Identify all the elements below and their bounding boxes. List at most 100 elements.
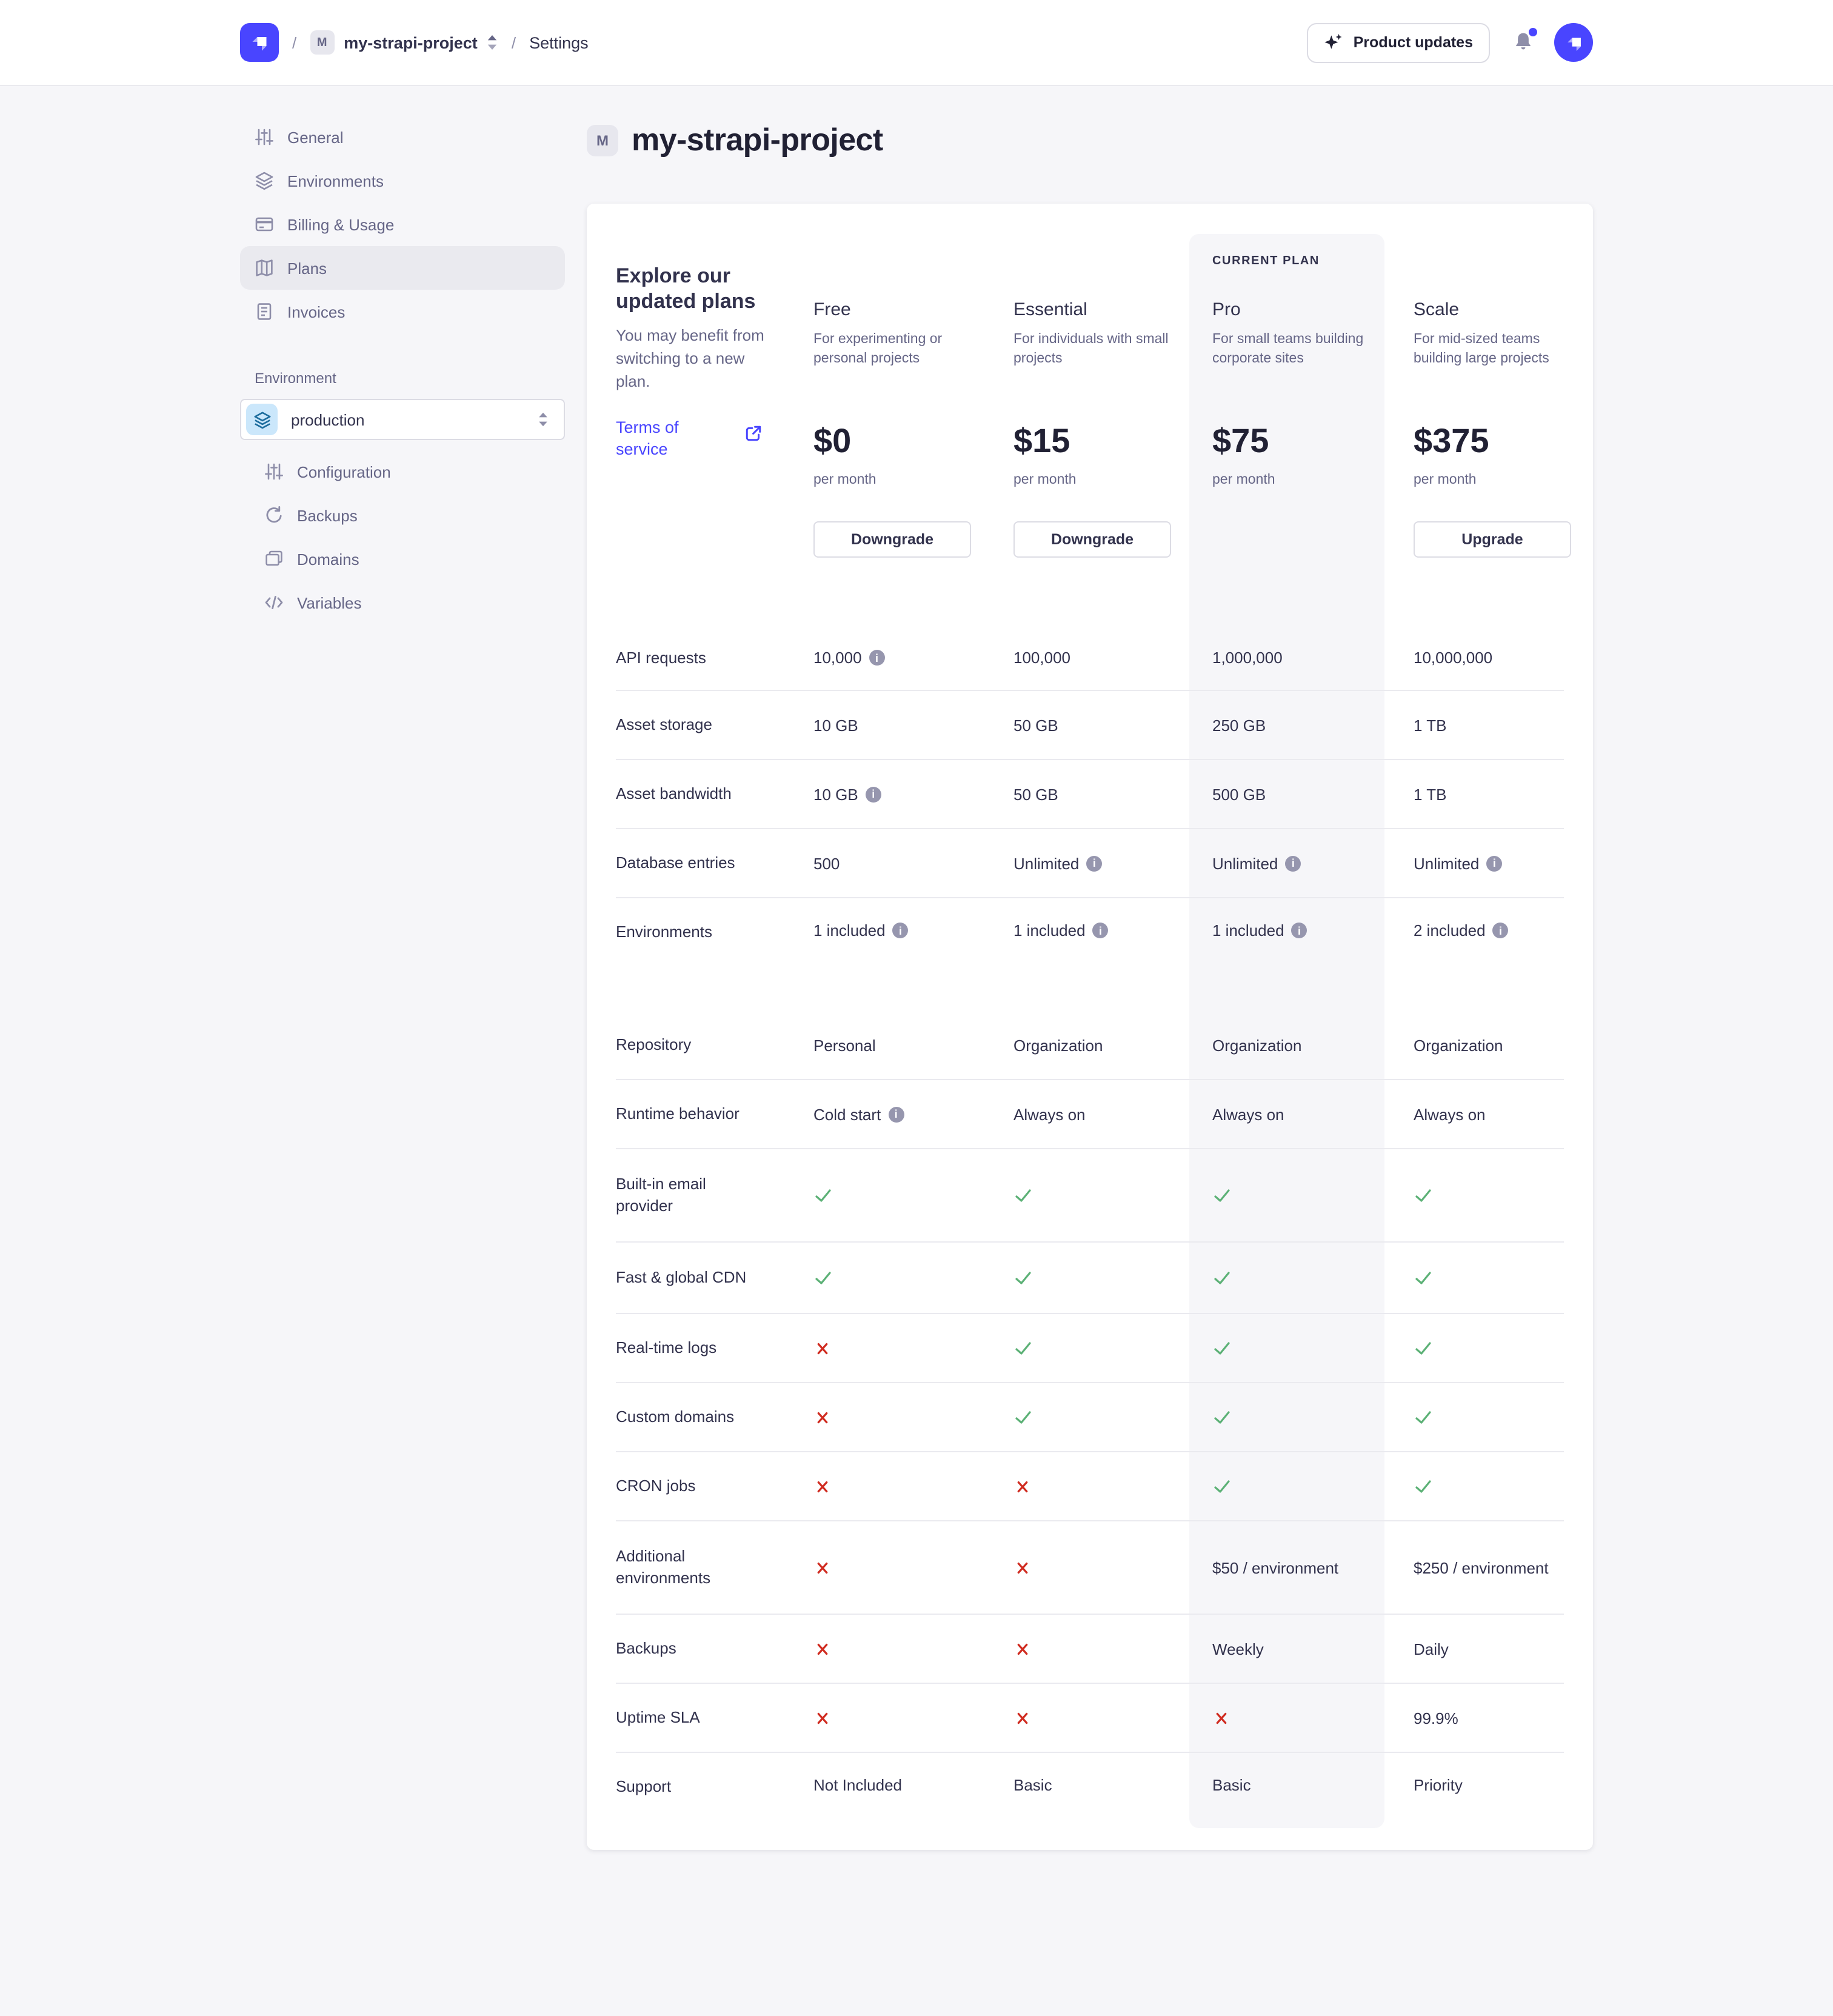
plan-period: per month [1414, 473, 1477, 487]
feature-value-cell: 1 included i [1013, 921, 1212, 940]
feature-value: 10 GB [813, 716, 858, 734]
feature-value: Personal [813, 1036, 876, 1054]
feature-label: Real-time logs [616, 1338, 717, 1357]
feature-value: 1,000,000 [1212, 649, 1283, 667]
feature-label: Repository [616, 1035, 692, 1053]
feature-value-cell: Always on [1212, 1105, 1414, 1123]
check-icon [1214, 1189, 1230, 1202]
plan-period: per month [813, 473, 876, 487]
check-icon [1415, 1342, 1431, 1355]
info-icon[interactable]: i [1086, 855, 1103, 871]
feature-value-cell: Basic [1013, 1776, 1212, 1794]
strapi-logo[interactable] [240, 23, 279, 62]
product-updates-button[interactable]: Product updates [1307, 22, 1490, 62]
cross-icon [1017, 1712, 1028, 1724]
plan-name: Essential [1013, 299, 1087, 320]
plan-name: Free [813, 299, 851, 320]
info-icon[interactable]: i [1492, 923, 1509, 938]
sidebar-item-invoices[interactable]: Invoices [240, 290, 565, 333]
info-icon[interactable]: i [1291, 923, 1307, 938]
check-icon [1415, 1411, 1431, 1424]
breadcrumb-separator: / [292, 33, 297, 52]
info-icon[interactable]: i [1486, 855, 1503, 871]
credit-card-icon [255, 217, 273, 232]
table-row: Additional environments $50 / environment… [616, 1521, 1564, 1615]
info-icon[interactable]: i [1092, 923, 1109, 938]
sidebar-item-domains[interactable]: Domains [250, 537, 565, 581]
plan-name: Pro [1212, 299, 1241, 320]
feature-value: Always on [1212, 1105, 1284, 1123]
downgrade-button[interactable]: Downgrade [1013, 521, 1171, 558]
sidebar-item-backups[interactable]: Backups [250, 493, 565, 537]
sidebar-item-configuration[interactable]: Configuration [250, 450, 565, 493]
plan-period: per month [1212, 473, 1275, 487]
sidebar-item-label: Billing & Usage [287, 215, 395, 233]
feature-value-cell [1212, 1268, 1414, 1287]
feature-value-cell: 2 included i [1414, 921, 1564, 940]
table-row: Custom domains [616, 1383, 1564, 1452]
table-row: Backups Weekly Daily [616, 1615, 1564, 1684]
project-switcher-icon[interactable] [486, 33, 498, 52]
info-icon[interactable]: i [865, 786, 881, 802]
feature-value-cell: Always on [1013, 1105, 1212, 1123]
feature-value: Cold start [813, 1105, 881, 1123]
cross-icon [1216, 1712, 1227, 1724]
layers-icon [255, 172, 273, 190]
cross-icon [817, 1712, 828, 1724]
feature-value-cell [1013, 1640, 1212, 1658]
feature-value-cell [1414, 1477, 1564, 1496]
feature-value: 1 included [1013, 921, 1086, 940]
sidebar-item-plans[interactable]: Plans [240, 246, 565, 290]
user-avatar[interactable] [1554, 23, 1593, 62]
sidebar-item-variables[interactable]: Variables [250, 581, 565, 624]
feature-label: Built-in email provider [616, 1175, 706, 1215]
environment-select[interactable]: production [240, 399, 565, 440]
downgrade-button[interactable]: Downgrade [813, 521, 971, 558]
table-row: Fast & global CDN [616, 1243, 1564, 1314]
feature-value-cell: 1 TB [1414, 716, 1564, 734]
feature-value-cell: 250 GB [1212, 716, 1414, 734]
page-title: my-strapi-project [632, 121, 883, 158]
mixer-icon [265, 463, 283, 480]
feature-label: Uptime SLA [616, 1708, 700, 1726]
breadcrumb-project-name[interactable]: my-strapi-project [344, 33, 478, 52]
feature-value-cell: Organization [1414, 1036, 1564, 1054]
check-icon [815, 1272, 831, 1284]
feature-label: Fast & global CDN [616, 1268, 747, 1286]
sidebar-item-general[interactable]: General [240, 115, 565, 159]
feature-value: 500 GB [1212, 785, 1266, 803]
feature-value: 50 GB [1013, 716, 1058, 734]
cross-icon [1017, 1561, 1028, 1574]
feature-value-cell [1212, 1709, 1414, 1727]
feature-value: 1 TB [1414, 785, 1447, 803]
feature-value: Not Included [813, 1776, 902, 1794]
notifications-button[interactable] [1512, 28, 1537, 55]
feature-value-cell [813, 1268, 1013, 1287]
info-icon[interactable]: i [869, 650, 885, 666]
feature-value: Organization [1414, 1036, 1503, 1054]
info-icon[interactable]: i [1285, 855, 1301, 871]
check-icon [1415, 1480, 1431, 1493]
sidebar-item-label: Domains [297, 550, 359, 568]
check-icon [815, 1189, 831, 1202]
check-icon [1015, 1189, 1031, 1202]
feature-label: Asset bandwidth [616, 784, 732, 803]
feature-value-cell: 50 GB [1013, 785, 1212, 803]
upgrade-button[interactable]: Upgrade [1414, 521, 1571, 558]
info-icon[interactable]: i [888, 1106, 904, 1122]
feature-value-cell: 10 GB i [813, 785, 1013, 803]
check-icon [1015, 1342, 1031, 1355]
sidebar-item-billing-usage[interactable]: Billing & Usage [240, 202, 565, 246]
table-row: API requests 10,000 i 100,000 1,000,000 10,00… [616, 626, 1564, 691]
environment-section-label: Environment [255, 370, 336, 387]
feature-value-cell: Not Included [813, 1776, 1013, 1794]
breadcrumb-settings[interactable]: Settings [529, 33, 589, 52]
product-updates-label: Product updates [1353, 34, 1473, 51]
feature-value-cell: Unlimited i [1013, 854, 1212, 872]
info-icon[interactable]: i [892, 923, 909, 938]
feature-label: Additional environments [616, 1547, 711, 1587]
feature-value: 10,000 [813, 649, 862, 667]
sidebar-item-label: Configuration [297, 462, 391, 481]
terms-of-service-link[interactable]: Terms of service [616, 417, 813, 461]
sidebar-item-environments[interactable]: Environments [240, 159, 565, 202]
